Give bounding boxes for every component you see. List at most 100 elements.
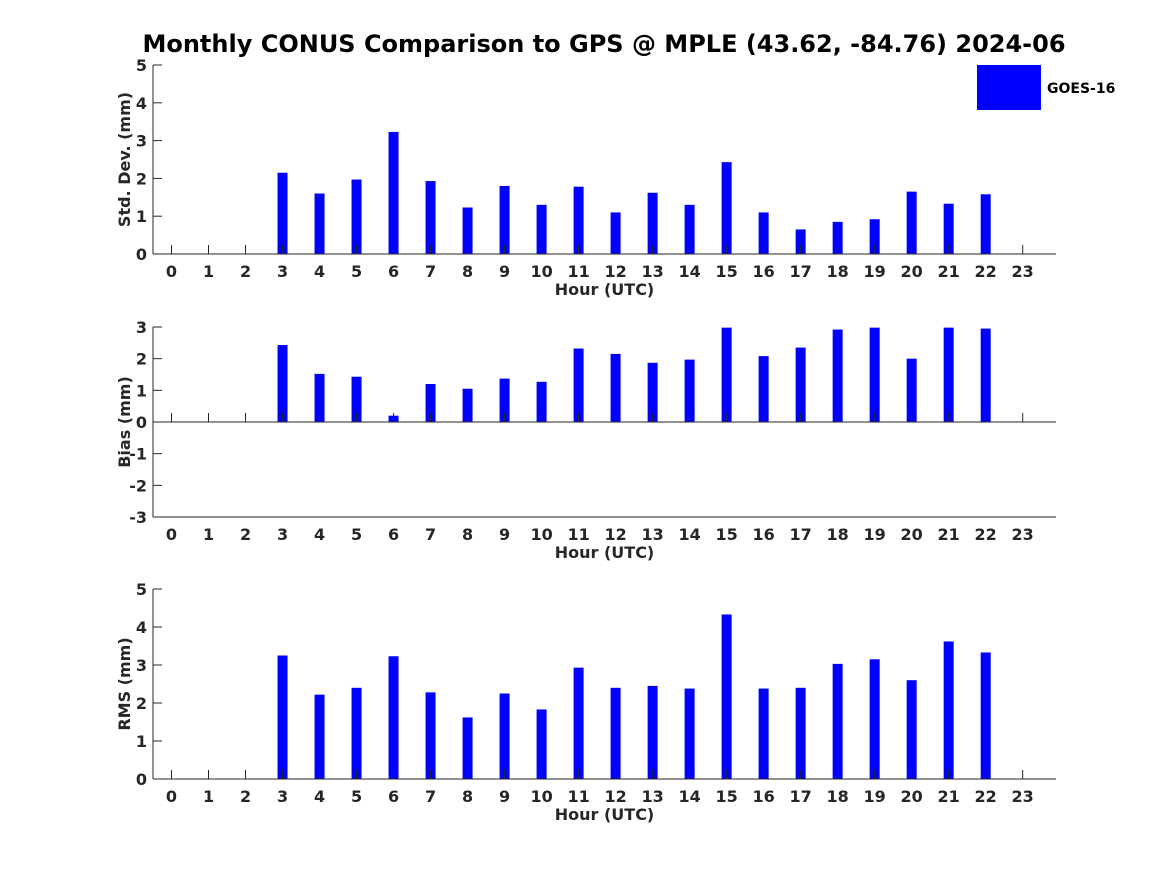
y-tick-label: -3	[129, 508, 147, 527]
bar-hour-17	[795, 347, 806, 422]
bar-hour-14	[684, 359, 695, 422]
x-tick-label: 16	[753, 525, 775, 544]
legend-label: GOES-16	[1047, 81, 1115, 97]
y-tick-label: 2	[136, 169, 147, 188]
x-tick-label: 6	[388, 787, 399, 806]
bar-hour-15	[721, 327, 732, 422]
x-tick-label: 0	[166, 787, 177, 806]
bar-hour-10	[536, 709, 547, 779]
x-tick-label: 19	[864, 262, 886, 281]
x-tick-label: 14	[678, 525, 700, 544]
bar-hour-3	[277, 345, 288, 422]
y-tick-label: 0	[136, 770, 147, 789]
y-tick-label: 1	[136, 732, 147, 751]
bar-hour-9	[499, 185, 510, 254]
bar-hour-20	[906, 358, 917, 422]
x-tick-label: 17	[790, 525, 812, 544]
bar-hour-5	[351, 376, 362, 422]
bar-hour-6	[388, 131, 399, 254]
x-tick-label: 19	[864, 525, 886, 544]
bar-hour-13	[647, 192, 658, 254]
bar-hour-20	[906, 680, 917, 779]
y-tick-label: 0	[136, 245, 147, 264]
bar-hour-4	[314, 373, 325, 422]
x-tick-label: 11	[567, 787, 589, 806]
x-tick-label: 10	[530, 262, 552, 281]
x-tick-label: 2	[240, 787, 251, 806]
bar-hour-12	[610, 353, 621, 422]
x-tick-label: 10	[530, 525, 552, 544]
x-tick-label: 20	[901, 262, 923, 281]
bar-hour-5	[351, 179, 362, 254]
x-tick-label: 0	[166, 262, 177, 281]
bar-hour-6	[388, 656, 399, 779]
x-tick-label: 8	[462, 787, 473, 806]
bar-hour-3	[277, 172, 288, 254]
bar-hour-17	[795, 687, 806, 779]
y-tick-label: 3	[136, 132, 147, 151]
x-tick-label: 22	[975, 787, 997, 806]
y-tick-label: 0	[136, 413, 147, 432]
bar-hour-15	[721, 614, 732, 779]
bar-hour-14	[684, 204, 695, 254]
bar-hour-22	[980, 328, 991, 422]
bar-hour-4	[314, 694, 325, 779]
bar-hour-15	[721, 162, 732, 254]
bar-hour-12	[610, 687, 621, 779]
y-axis-label: RMS (mm)	[115, 637, 134, 730]
x-tick-label: 17	[790, 787, 812, 806]
bar-hour-8	[462, 207, 473, 254]
x-tick-label: 21	[938, 262, 960, 281]
bar-hour-7	[425, 181, 436, 254]
bar-hour-16	[758, 688, 769, 779]
x-tick-label: 15	[715, 525, 737, 544]
bar-hour-19	[869, 327, 880, 422]
x-tick-label: 1	[203, 262, 214, 281]
x-axis-label: Hour (UTC)	[555, 543, 655, 562]
bar-hour-17	[795, 229, 806, 254]
bar-hour-16	[758, 356, 769, 422]
x-tick-label: 1	[203, 787, 214, 806]
bar-hour-13	[647, 685, 658, 779]
bar-hour-20	[906, 191, 917, 254]
x-tick-label: 20	[901, 787, 923, 806]
bar-hour-7	[425, 692, 436, 779]
x-tick-label: 20	[901, 525, 923, 544]
x-tick-label: 4	[314, 787, 325, 806]
x-axis-label: Hour (UTC)	[555, 280, 655, 299]
bar-hour-18	[832, 329, 843, 422]
bar-hour-22	[980, 194, 991, 254]
bar-hour-9	[499, 378, 510, 422]
bar-hour-18	[832, 221, 843, 254]
chart-title: Monthly CONUS Comparison to GPS @ MPLE (…	[142, 30, 1065, 58]
x-tick-label: 4	[314, 262, 325, 281]
bar-hour-16	[758, 212, 769, 254]
y-tick-label: 2	[136, 694, 147, 713]
y-tick-label: 5	[136, 580, 147, 599]
y-tick-label: 4	[136, 94, 147, 113]
y-tick-label: 1	[136, 381, 147, 400]
bar-hour-5	[351, 687, 362, 779]
x-tick-label: 11	[567, 525, 589, 544]
y-tick-label: 5	[136, 56, 147, 75]
x-tick-label: 3	[277, 262, 288, 281]
x-tick-label: 9	[499, 787, 510, 806]
x-tick-label: 6	[388, 262, 399, 281]
x-tick-label: 17	[790, 262, 812, 281]
bar-hour-11	[573, 186, 584, 254]
x-tick-label: 9	[499, 525, 510, 544]
x-tick-label: 22	[975, 262, 997, 281]
y-tick-label: 3	[136, 656, 147, 675]
x-tick-label: 5	[351, 262, 362, 281]
bar-hour-8	[462, 717, 473, 779]
bar-hour-10	[536, 204, 547, 254]
y-axis-label: Std. Dev. (mm)	[115, 92, 134, 227]
x-tick-label: 3	[277, 787, 288, 806]
x-tick-label: 7	[425, 525, 436, 544]
bar-hour-21	[943, 641, 954, 779]
y-axis-label: Bias (mm)	[115, 376, 134, 468]
bar-hour-8	[462, 388, 473, 422]
x-tick-label: 8	[462, 525, 473, 544]
y-tick-label: 2	[136, 350, 147, 369]
